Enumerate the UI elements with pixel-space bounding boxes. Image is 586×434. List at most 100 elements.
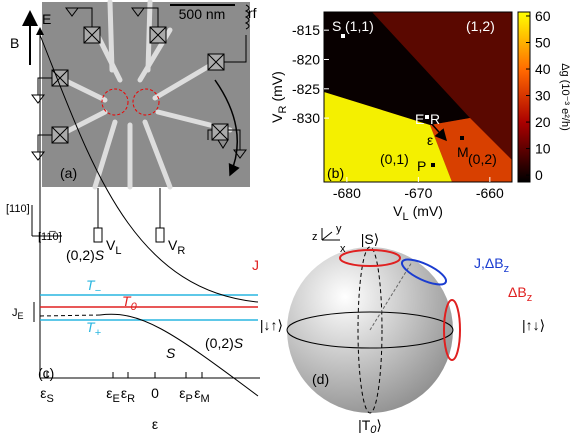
x-tick-label: -680 xyxy=(333,185,361,201)
detuning-tick-label: εR xyxy=(121,385,135,405)
annotation: (1,1) xyxy=(345,18,374,34)
panel-label: (c) xyxy=(38,365,54,381)
south-label: |T0⟩ xyxy=(358,417,382,434)
state-sub: − xyxy=(95,285,102,297)
db-label: ΔBz xyxy=(508,284,532,304)
left-label: |↓↑⟩ xyxy=(260,317,283,333)
page: B 500 nm rf (a) [110] [11̅0] VL VR Δg (1… xyxy=(0,0,586,434)
je-sub: E xyxy=(18,311,24,321)
y-tick-label: -825 xyxy=(292,81,320,97)
y-tick-label: -830 xyxy=(292,110,320,126)
axis-y: y xyxy=(336,223,342,235)
lower-singlet-dashed xyxy=(40,315,100,316)
detuning-tick-text: 0 xyxy=(151,385,159,401)
south-end: ⟩ xyxy=(376,417,381,433)
state-text: (0,2) xyxy=(66,247,95,263)
colorbar-tick-label: 40 xyxy=(535,61,551,77)
field-label: B xyxy=(10,35,19,51)
panel-a: B 500 nm rf (a) [110] [11̅0] VL VR xyxy=(6,2,257,257)
right-label: |↑↓⟩ xyxy=(522,317,545,333)
detuning-tick-sub: E xyxy=(112,393,119,405)
state-label: T0 xyxy=(122,293,138,313)
colorbar-tick-label: 30 xyxy=(535,88,551,104)
scale-label: 500 nm xyxy=(179,6,226,22)
figure: B 500 nm rf (a) [110] [11̅0] VL VR Δg (1… xyxy=(0,0,586,434)
x-tick-label: -670 xyxy=(404,185,432,201)
annotation: E xyxy=(415,111,424,127)
state-label: T+ xyxy=(86,319,102,339)
annotation: ε xyxy=(427,132,433,148)
gate-label: VR xyxy=(168,237,185,257)
state-label: S xyxy=(166,345,176,361)
db-sub: z xyxy=(527,292,533,304)
j-db-sub: z xyxy=(504,263,510,275)
x-axis-label-unit: (mV) xyxy=(413,203,443,219)
y-axis-label-unit: (mV) xyxy=(269,71,285,101)
detuning-tick-label: 0 xyxy=(151,385,159,401)
j-db-text: J,ΔB xyxy=(474,255,504,271)
detuning-tick-label: εP xyxy=(179,385,193,405)
detuning-tick-sub: R xyxy=(127,393,135,405)
panel-label: (d) xyxy=(312,371,329,387)
detuning-tick-label: εS xyxy=(40,385,54,405)
x-tick-label: -660 xyxy=(476,185,504,201)
y-tick-label: -820 xyxy=(292,51,320,67)
gate-source xyxy=(156,228,164,242)
panel-label: (a) xyxy=(60,165,77,181)
colorbar xyxy=(518,12,530,182)
axis-z: z xyxy=(312,231,318,243)
colorbar-tick-label: 20 xyxy=(535,114,551,130)
je-label: JE xyxy=(12,307,24,321)
state-text: (0,2) xyxy=(205,335,234,351)
j-db-label: J,ΔBz xyxy=(474,255,509,275)
colorbar-tick-label: 60 xyxy=(535,8,551,24)
annotation: P xyxy=(417,158,426,174)
x-axis-label-sub: L xyxy=(402,211,408,223)
colorbar-tick-label: 0 xyxy=(535,167,543,183)
panel-d: z y x |S⟩ |T0⟩ |↓↑⟩ |↑↓⟩ J J,ΔBz ΔBz (d) xyxy=(252,223,545,434)
detuning-tick-label: εM xyxy=(194,385,209,405)
gate-label-sub: L xyxy=(115,245,121,257)
axis-label: E xyxy=(42,11,51,27)
state-symbol: S xyxy=(95,247,105,263)
state-sub: 0 xyxy=(131,301,138,313)
annotation: R xyxy=(430,111,440,127)
north-label: |S⟩ xyxy=(361,231,379,247)
annotation: (0,2) xyxy=(468,151,497,167)
j-label: J xyxy=(252,257,259,273)
y-tick-label: -815 xyxy=(292,22,320,38)
panel-label: (b) xyxy=(327,165,344,181)
detuning-tick-sub: S xyxy=(46,393,53,405)
sem-image xyxy=(42,2,250,187)
detuning-ticks: εS εEεR 0 εPεM xyxy=(40,372,210,405)
detuning-tick-sub: P xyxy=(185,393,192,405)
gate-source xyxy=(94,228,102,242)
annotation: (1,2) xyxy=(466,18,495,34)
x-axis-label: VL(mV) xyxy=(393,203,443,223)
state-label: (0,2)S xyxy=(66,247,105,263)
rf-label: rf xyxy=(248,5,257,21)
axis-label: [110] xyxy=(6,203,30,215)
axis-label: [11̅0] xyxy=(38,231,62,243)
colorbar-tick-label: 10 xyxy=(535,141,551,157)
y-axis-label: VR(mV) xyxy=(269,71,289,123)
colorbar-tick-label: 50 xyxy=(535,34,551,50)
state-symbol: S xyxy=(234,335,244,351)
state-label: T− xyxy=(86,277,102,297)
annotation: (0,1) xyxy=(380,151,409,167)
annotation: S xyxy=(332,18,341,34)
detuning-tick-label: εE xyxy=(106,385,120,405)
gate-label-sub: R xyxy=(177,245,185,257)
annotation: M xyxy=(457,144,469,160)
gate-label: VL xyxy=(106,237,121,257)
state-sub: + xyxy=(95,327,102,339)
state-label: (0,2)S xyxy=(205,335,244,351)
y-axis-label-sub: R xyxy=(277,105,289,113)
axis-x: x xyxy=(340,243,346,255)
axis-label: ε xyxy=(152,416,158,432)
south-text: |T xyxy=(358,417,371,433)
db-text: ΔB xyxy=(508,284,527,300)
lower-singlet xyxy=(100,314,258,396)
colorbar-label: Δg (10⁻³ e²/h) xyxy=(559,63,571,131)
detuning-tick-sub: M xyxy=(201,393,210,405)
